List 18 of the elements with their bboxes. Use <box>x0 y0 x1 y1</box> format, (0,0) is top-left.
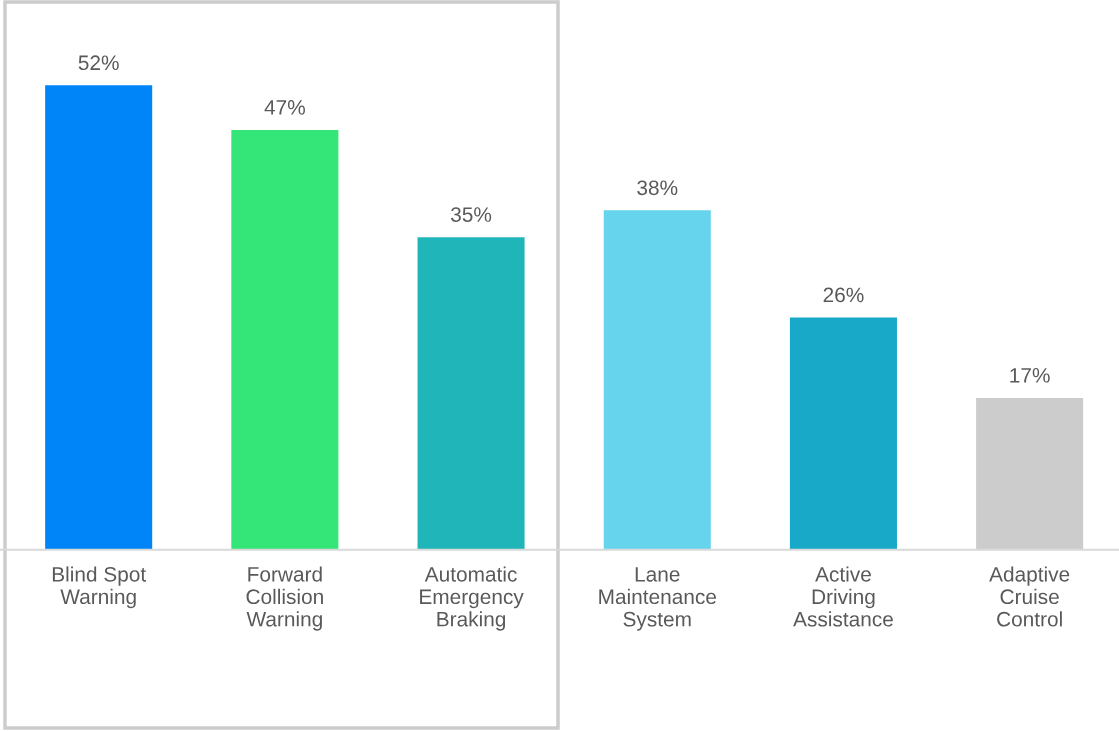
x-tick-label: Active Driving Assistance <box>793 566 893 627</box>
data-label: 17% <box>1010 368 1050 383</box>
bar <box>417 237 525 550</box>
data-label: 38% <box>637 180 678 196</box>
bar <box>789 317 897 550</box>
bar <box>45 85 153 550</box>
x-tick-label: Blind Spot Warning <box>52 566 147 609</box>
bar <box>231 130 339 550</box>
data-label: 35% <box>451 207 492 222</box>
bar <box>976 397 1084 550</box>
bar <box>603 210 711 550</box>
x-tick-label: Lane Maintenance System <box>599 567 716 631</box>
data-label: 52% <box>78 55 119 71</box>
x-tick-label: Automatic Emergency Braking <box>420 566 524 631</box>
data-label: 26% <box>823 287 864 303</box>
x-tick-label: Forward Collision Warning <box>246 566 323 631</box>
x-tick-label: Adaptive Cruise Control <box>989 566 1070 627</box>
data-label: 47% <box>264 100 305 115</box>
